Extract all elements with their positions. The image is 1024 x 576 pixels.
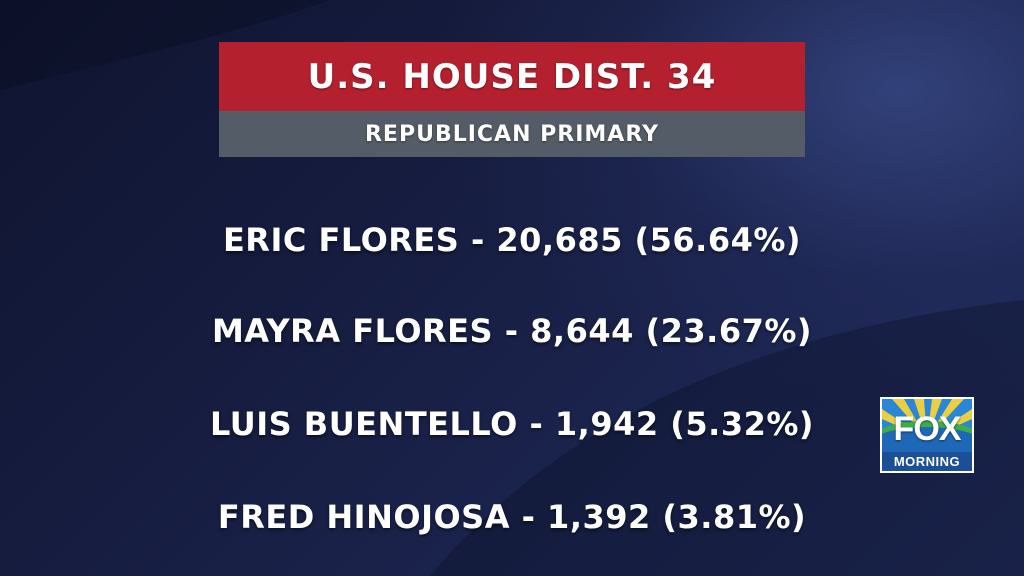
graphic-title: U.S. HOUSE DIST. 34 <box>307 56 717 97</box>
graphic-subtitle: REPUBLICAN PRIMARY <box>364 121 659 147</box>
logo-morning-text: MORNING <box>882 452 972 471</box>
subtitle-banner: REPUBLICAN PRIMARY <box>219 111 805 157</box>
result-row-fred-hinojosa: FRED HINOJOSA - 1,392 (3.81%) <box>217 498 807 536</box>
fox-morning-logo-icon: FOX MORNING <box>880 397 974 473</box>
result-row-mayra-flores: MAYRA FLORES - 8,644 (23.67%) <box>211 312 813 350</box>
result-row-eric-flores: ERIC FLORES - 20,685 (56.64%) <box>222 221 802 259</box>
result-row-luis-buentello: LUIS BUENTELLO - 1,942 (5.32%) <box>209 405 815 443</box>
logo-fox-text: FOX <box>893 410 962 448</box>
title-banner: U.S. HOUSE DIST. 34 <box>219 42 805 111</box>
